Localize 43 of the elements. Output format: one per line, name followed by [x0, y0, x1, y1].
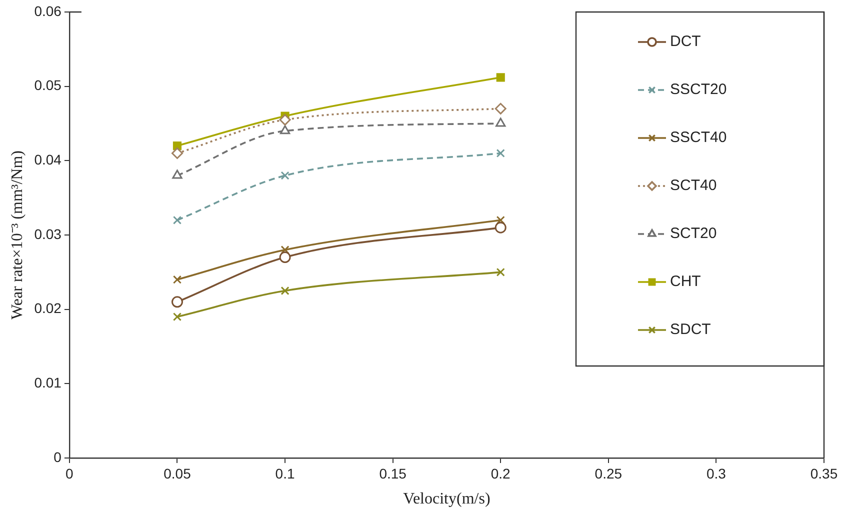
x-tick-label: 0.3	[706, 465, 726, 482]
point	[280, 171, 290, 180]
point	[496, 118, 506, 127]
x-tick-label: 0.1	[275, 465, 295, 482]
x-axis-title: Velocity(m/s)	[403, 490, 490, 508]
x-tick-label: 0.25	[594, 465, 622, 482]
x-tick-label: 0	[66, 465, 74, 482]
point	[172, 170, 182, 179]
legend-label: SSCT20	[670, 81, 727, 98]
point	[172, 312, 182, 322]
y-axis-title: Wear rate×10⁻³ (mm³/Nm)	[8, 150, 26, 320]
legend-label: SSCT40	[670, 129, 727, 146]
point	[494, 222, 506, 234]
legend-label: CHT	[670, 273, 701, 290]
point	[171, 296, 183, 308]
point	[280, 286, 290, 296]
y-tick-label: 0.01	[34, 374, 62, 391]
legend-label: SCT40	[670, 177, 717, 194]
point	[279, 252, 291, 264]
x-tick-label: 0.2	[490, 465, 511, 482]
y-tick-label: 0.04	[34, 152, 62, 168]
legend-label: SCT20	[670, 225, 717, 242]
point	[172, 216, 182, 224]
point	[280, 125, 290, 134]
x-tick-label: 0.35	[810, 465, 838, 482]
x-tick-label: 0.05	[164, 465, 192, 482]
point	[496, 73, 505, 82]
point	[280, 246, 290, 254]
point	[496, 216, 505, 224]
y-tick-label: 0.03	[34, 226, 62, 242]
y-tick-label: 0.06	[34, 2, 62, 19]
point	[496, 148, 505, 158]
legend-label: DCT	[670, 33, 701, 50]
point	[496, 268, 505, 276]
point	[171, 147, 183, 159]
y-tick-label: 0	[54, 448, 62, 465]
point	[494, 102, 506, 114]
legend-label: SDCT	[670, 321, 711, 338]
point	[172, 275, 182, 284]
y-tick-label: 0.02	[34, 300, 62, 316]
y-tick-label: 0.05	[34, 77, 62, 94]
x-tick-label: 0.15	[379, 465, 407, 482]
point	[279, 114, 291, 126]
